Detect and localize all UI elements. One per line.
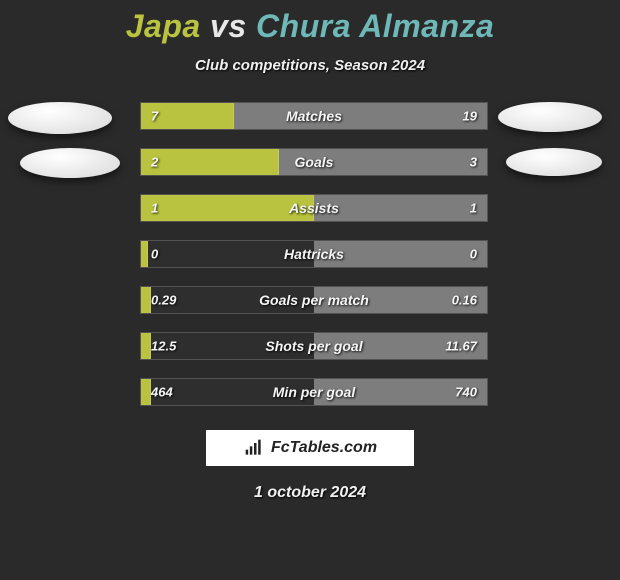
stat-bar-left [141,333,151,359]
stat-row: 00Hattricks [140,240,488,268]
subtitle: Club competitions, Season 2024 [0,57,620,74]
vs-text: vs [210,8,247,44]
stat-value-left: 1 [151,201,158,216]
stat-bar-right [234,103,487,129]
stat-bar-left [141,195,314,221]
decorative-ellipse [498,102,602,132]
stat-row: 464740Min per goal [140,378,488,406]
footer-date: 1 october 2024 [0,484,620,502]
stat-value-left: 464 [151,385,173,400]
signal-bars-icon [243,437,265,459]
branding-badge: FcTables.com [206,430,414,466]
stat-value-right: 1 [470,201,477,216]
stat-bar-left [141,379,151,405]
stat-bar-right [279,149,487,175]
stat-value-right: 0.16 [452,293,477,308]
stat-value-right: 740 [455,385,477,400]
stat-rows: 719Matches23Goals11Assists00Hattricks0.2… [140,102,488,424]
stat-value-right: 0 [470,247,477,262]
stat-bar-right [314,241,487,267]
comparison-title: Japa vs Chura Almanza [0,0,620,45]
stat-value-left: 2 [151,155,158,170]
stat-value-left: 0.29 [151,293,176,308]
player1-name: Japa [126,8,201,44]
stat-row: 11Assists [140,194,488,222]
stat-row: 719Matches [140,102,488,130]
player2-name: Chura Almanza [256,8,494,44]
stat-value-right: 11.67 [445,339,477,354]
stat-row: 0.290.16Goals per match [140,286,488,314]
decorative-ellipse [8,102,112,134]
stat-bar-left [141,241,148,267]
decorative-ellipse [20,148,120,178]
comparison-chart: 719Matches23Goals11Assists00Hattricks0.2… [0,102,620,412]
stat-row: 23Goals [140,148,488,176]
stat-value-right: 3 [470,155,477,170]
stat-value-right: 19 [463,109,477,124]
decorative-ellipse [506,148,602,176]
stat-value-left: 7 [151,109,158,124]
stat-value-left: 12.5 [151,339,176,354]
stat-value-left: 0 [151,247,158,262]
stat-bar-left [141,287,151,313]
stat-bar-right [314,195,487,221]
branding-text: FcTables.com [271,439,377,457]
stat-row: 12.511.67Shots per goal [140,332,488,360]
stat-bar-left [141,149,279,175]
